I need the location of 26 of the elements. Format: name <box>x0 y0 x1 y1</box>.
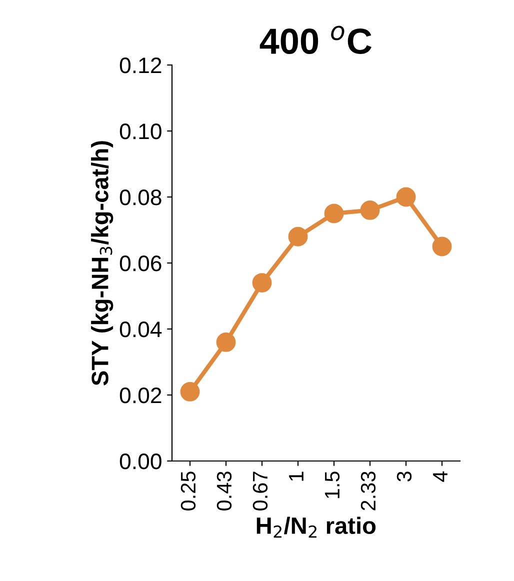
x-tick-label: 0.25 <box>180 472 196 510</box>
y-tick-label: 0.00 <box>120 454 162 470</box>
point <box>396 187 416 207</box>
y-tick-label: 0.04 <box>120 322 162 338</box>
x-tick-label: 0.67 <box>252 472 268 510</box>
chart-title: 400 $^{o}$C <box>260 26 372 54</box>
point <box>180 382 200 402</box>
point <box>252 273 272 293</box>
x-tick-label: 0.43 <box>216 472 232 510</box>
y-tick-label: 0.02 <box>120 388 162 404</box>
point <box>432 236 452 256</box>
x-tick-label: 4 <box>433 471 448 482</box>
x-tick-label: 1.5 <box>325 472 340 498</box>
y-tick-label: 0.12 <box>120 58 162 74</box>
point <box>216 332 236 352</box>
y-tick-label: 0.08 <box>120 190 162 206</box>
y-tick-label: 0.10 <box>120 124 162 140</box>
x-axis-title: H$_{2}$/N$_{2}$ ratio <box>256 516 376 538</box>
point <box>360 200 380 220</box>
x-tick-label: 3 <box>396 472 412 482</box>
y-axis-title: STY (kg-NH$_{3}$/kg-cat/h) <box>91 141 114 386</box>
point <box>288 226 308 246</box>
x-tick-label: 2.33 <box>360 472 376 510</box>
x-tick-label: 1 <box>289 472 304 481</box>
y-tick-label: 0.06 <box>120 256 162 272</box>
point <box>324 204 344 224</box>
